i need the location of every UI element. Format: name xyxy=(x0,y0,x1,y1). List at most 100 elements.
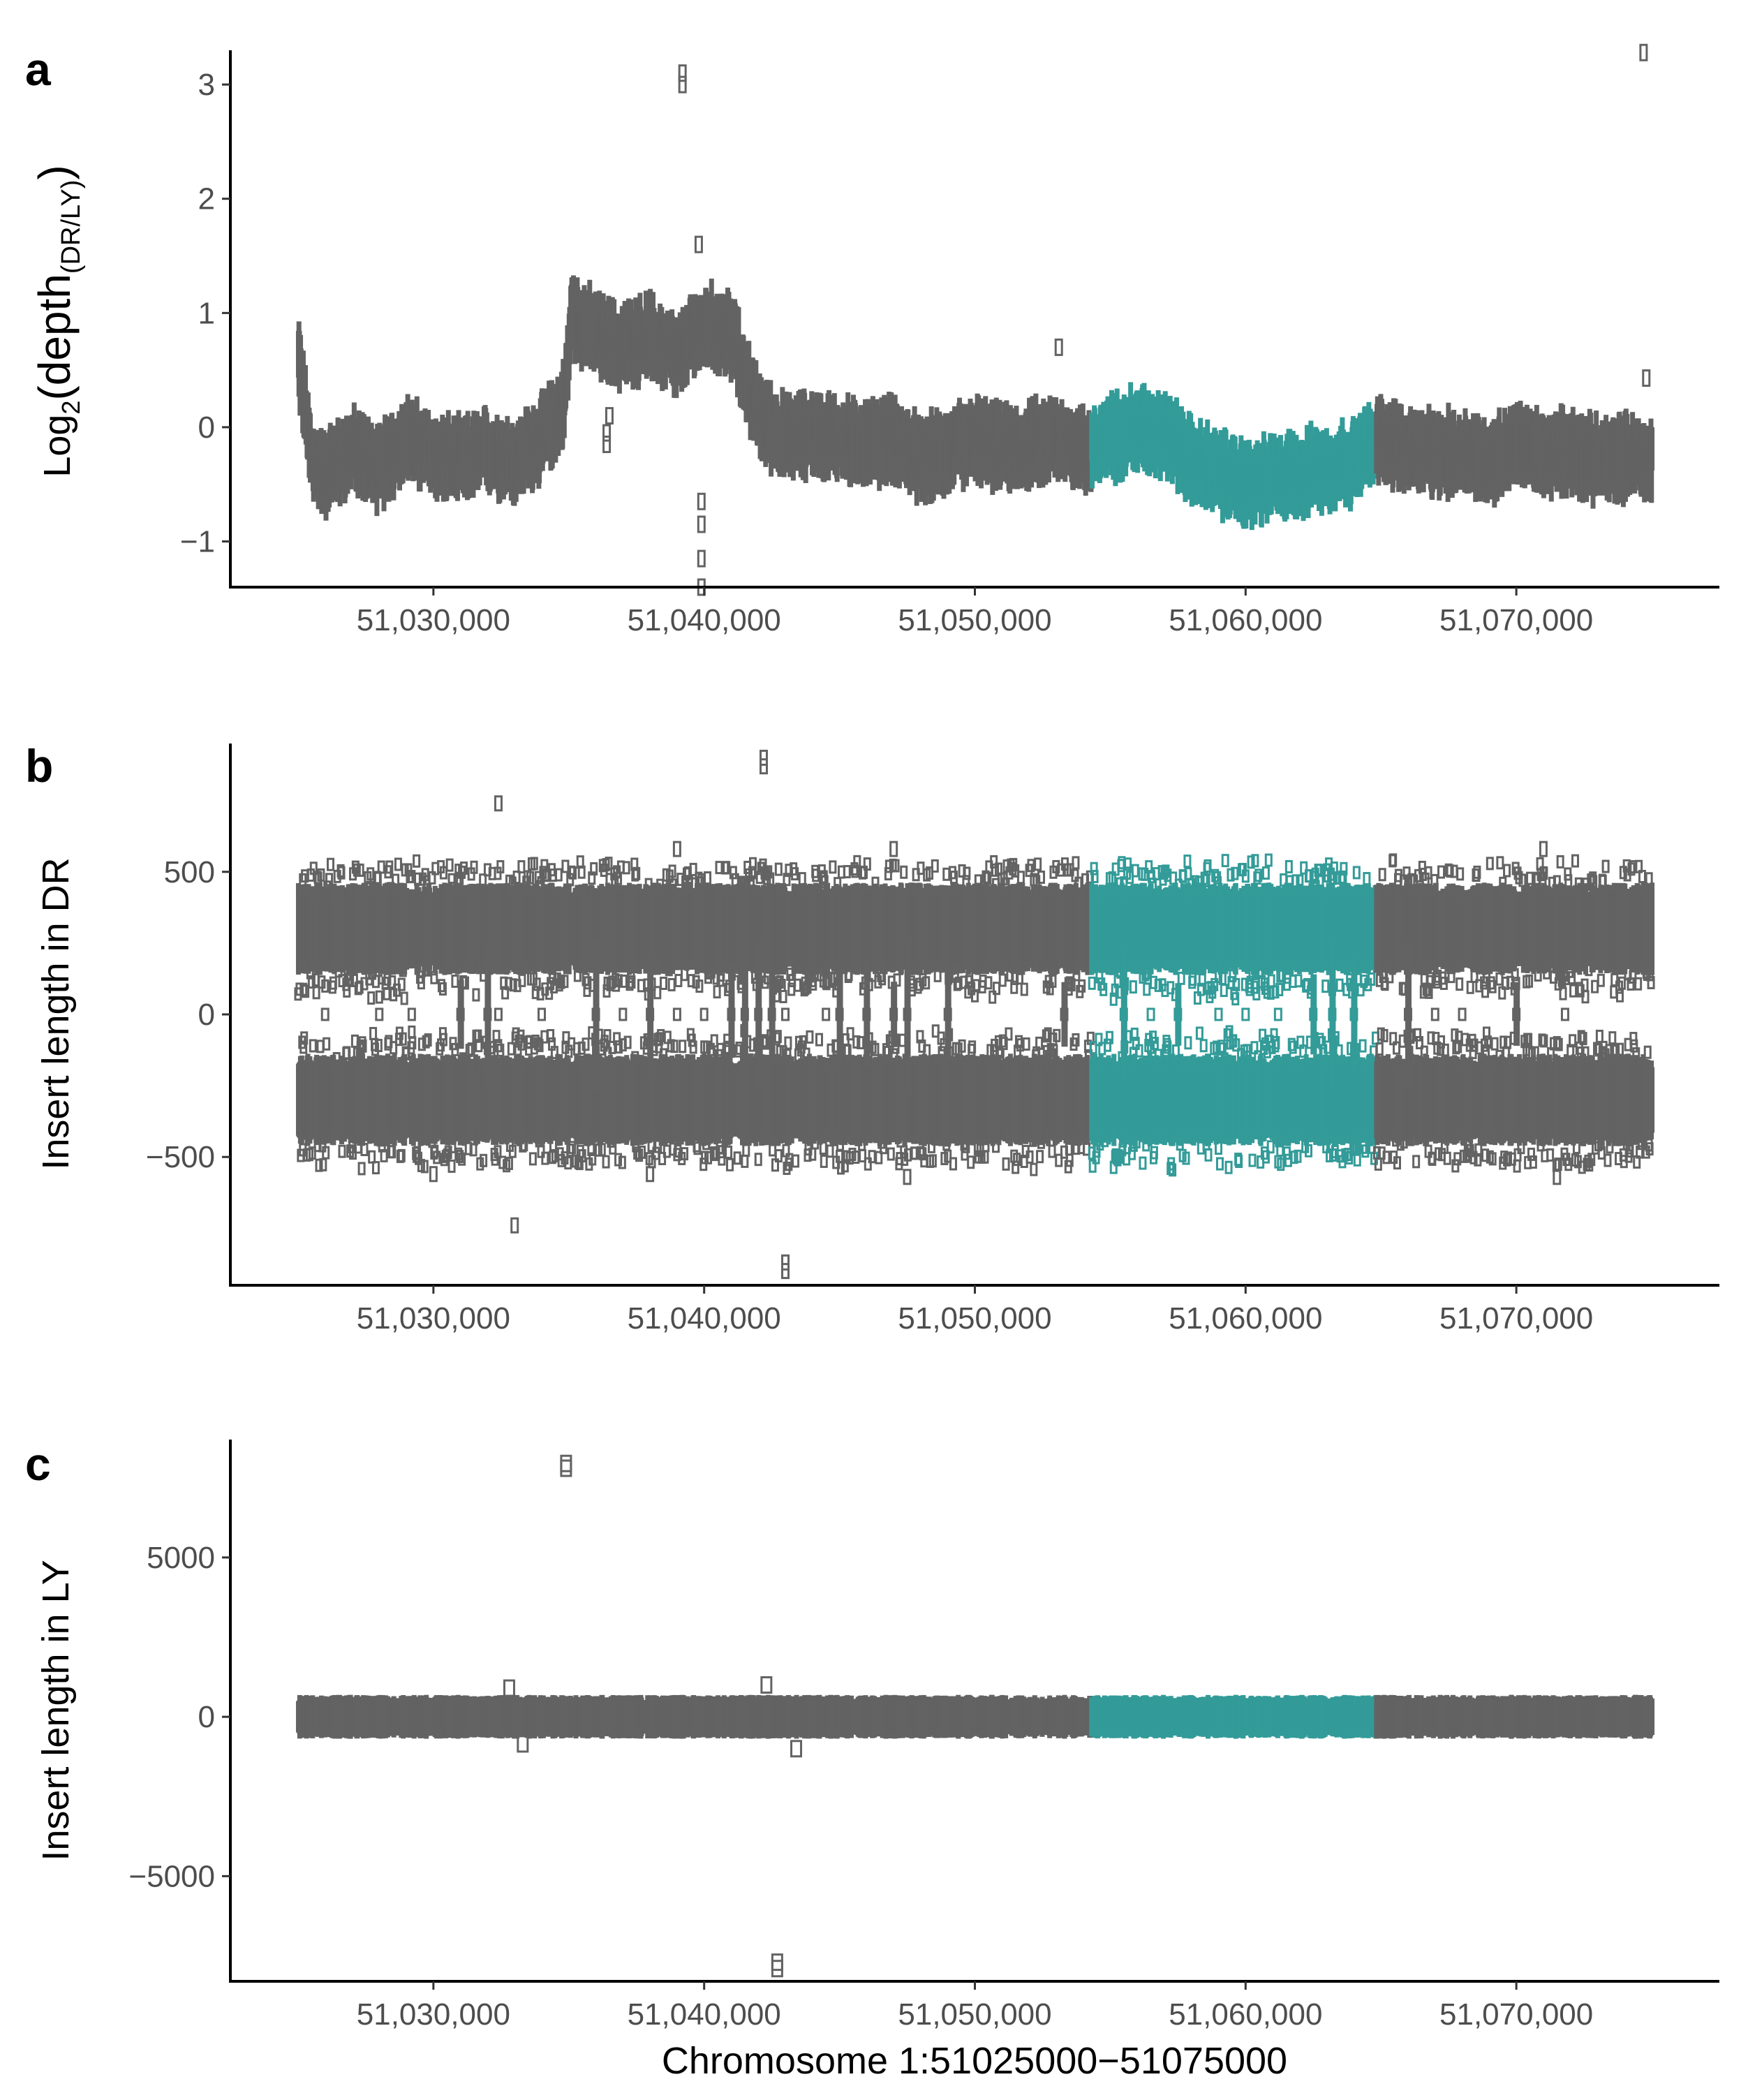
insert-length-point xyxy=(914,980,922,994)
insert-length-point xyxy=(1456,867,1465,881)
insert-length-point xyxy=(622,861,630,875)
depth-outlier-point xyxy=(697,492,706,510)
insert-length-point xyxy=(660,976,668,990)
insert-length-point xyxy=(1210,977,1219,991)
insert-length-point xyxy=(1177,971,1185,985)
depth-segment xyxy=(1650,427,1655,471)
insert-length-point xyxy=(1352,866,1361,880)
insert-length-point xyxy=(569,866,577,880)
insert-length-point xyxy=(470,860,478,874)
insert-length-point xyxy=(1227,868,1235,882)
insert-length-point xyxy=(793,978,801,992)
insert-length-point xyxy=(512,871,521,885)
panel-a-y-axis-title: Log2(depth(DR/LY)) xyxy=(29,165,86,477)
insert-length-point xyxy=(375,990,383,1004)
insert-length-point xyxy=(1067,978,1076,992)
insert-length-point xyxy=(1446,864,1454,878)
insert-length-point xyxy=(437,979,445,993)
insert-length-point xyxy=(337,866,346,880)
insert-length-point xyxy=(667,977,676,991)
insert-length-point xyxy=(998,973,1007,987)
insert-length-point xyxy=(1143,982,1151,996)
x-tick-label: 51,040,000 xyxy=(628,603,781,637)
insert-length-point xyxy=(1360,975,1368,989)
insert-length-point xyxy=(397,977,406,991)
insert-length-point xyxy=(1487,976,1495,990)
insert-length-point xyxy=(798,872,806,886)
depth-outlier-point xyxy=(1639,43,1648,61)
insert-length-point xyxy=(1109,992,1118,1006)
insert-length-point xyxy=(1340,862,1348,875)
insert-length-point xyxy=(385,860,394,874)
insert-length-point xyxy=(1166,981,1175,995)
insert-length-point xyxy=(748,857,757,871)
insert-length-point xyxy=(863,857,871,871)
insert-length-point xyxy=(377,860,385,874)
insert-length-point xyxy=(1203,859,1212,873)
insert-length-point xyxy=(878,972,887,986)
depth-outlier-point xyxy=(605,407,614,425)
insert-length-point xyxy=(577,865,586,879)
insert-length-point xyxy=(430,970,438,984)
panel-a-letter: a xyxy=(25,43,52,95)
insert-length-point xyxy=(1154,978,1162,992)
insert-length-point xyxy=(1198,973,1206,987)
insert-length-point xyxy=(669,878,677,892)
insert-length-point xyxy=(1450,864,1458,878)
insert-length-point xyxy=(472,988,480,1002)
insert-length-point xyxy=(674,973,683,987)
insert-length-point xyxy=(1254,868,1263,882)
insert-length-point xyxy=(1015,971,1023,985)
insert-length-point xyxy=(590,862,598,876)
insert-length-point xyxy=(1099,982,1108,996)
y-tick-label: −1 xyxy=(180,525,215,559)
depth-outlier-point xyxy=(678,75,687,94)
insert-length-point xyxy=(774,862,783,876)
insert-length-point xyxy=(843,865,851,879)
insert-length-point xyxy=(496,860,505,874)
insert-length-point xyxy=(413,854,421,868)
insert-length-point xyxy=(383,986,391,1000)
panel-a-x-ticks: 51,030,000 51,040,000 51,050,000 51,060,000… xyxy=(357,587,1593,637)
insert-length-point xyxy=(922,976,931,990)
insert-length-point xyxy=(668,864,676,878)
insert-length-point xyxy=(1424,866,1432,880)
insert-length-point xyxy=(829,860,837,874)
insert-length-point xyxy=(1241,869,1250,883)
x-tick-label: 51,030,000 xyxy=(357,603,510,637)
insert-length-point xyxy=(554,868,563,882)
panel-a-data-marks xyxy=(295,43,1655,596)
insert-length-point xyxy=(1197,982,1205,996)
insert-length-point xyxy=(1027,859,1035,873)
insert-length-point xyxy=(1090,869,1099,883)
insert-length-point xyxy=(1044,975,1053,989)
insert-length-point xyxy=(326,857,334,871)
insert-length-point xyxy=(1294,974,1303,988)
insert-length-point xyxy=(1174,878,1183,892)
insert-length-point xyxy=(317,868,325,882)
insert-length-point xyxy=(971,989,979,1003)
insert-length-point xyxy=(953,977,961,991)
insert-length-point xyxy=(1184,867,1192,881)
insert-length-point xyxy=(988,990,997,1004)
insert-length-point xyxy=(891,859,900,873)
insert-length-point xyxy=(1072,968,1081,982)
x-tick-label: 51,050,000 xyxy=(898,603,1051,637)
insert-length-point xyxy=(990,855,998,868)
insert-length-point xyxy=(1124,857,1132,871)
insert-length-point xyxy=(1131,864,1139,878)
insert-length-point xyxy=(479,873,487,887)
insert-length-point xyxy=(309,862,318,875)
depth-outlier-point xyxy=(697,515,706,533)
insert-length-point xyxy=(628,975,636,989)
insert-length-point xyxy=(1496,856,1504,870)
insert-length-point xyxy=(884,867,892,881)
depth-outlier-point xyxy=(602,435,612,453)
insert-length-point xyxy=(1363,872,1371,886)
insert-length-point xyxy=(1439,976,1448,990)
depth-segment xyxy=(1649,446,1654,503)
insert-length-point xyxy=(926,866,934,880)
insert-length-point xyxy=(1315,864,1324,878)
insert-length-point xyxy=(1072,856,1080,870)
